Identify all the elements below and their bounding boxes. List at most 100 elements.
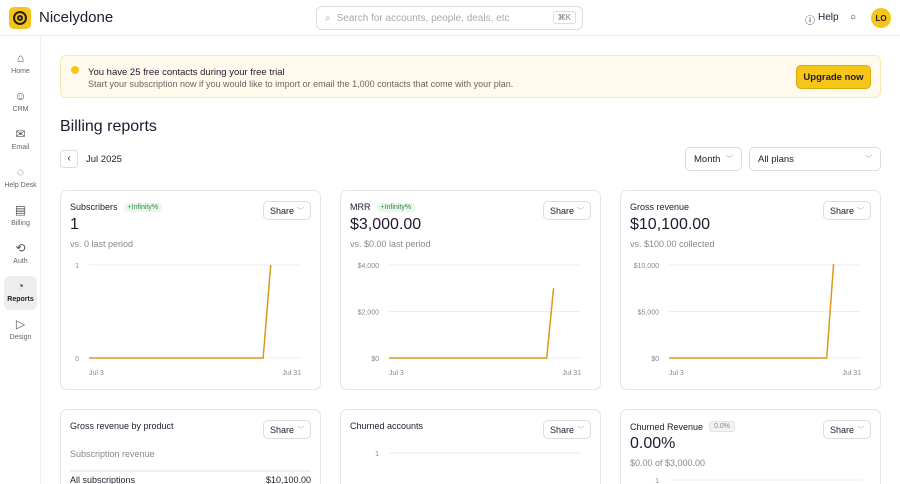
y-tick-label: 1 <box>655 478 659 484</box>
card-subtitle: vs. 0 last period <box>70 239 134 249</box>
y-tick-label: 0 <box>75 356 79 363</box>
report-card: Churned Revenue 0.0% Share ﹀ 0.00% $0.00 of … <box>620 409 881 484</box>
card-subtitle: $0.00 of $3,000.00 <box>630 458 706 468</box>
share-label: Share <box>829 424 855 435</box>
plans-select[interactable]: All plans ﹀ <box>749 147 881 171</box>
card-value: 0.00% <box>630 435 676 452</box>
search-placeholder: Search for accounts, people, deals, etc <box>336 12 510 24</box>
chevron-down-icon: ﹀ <box>857 207 865 215</box>
card-title: Gross revenue <box>630 202 690 212</box>
share-button[interactable]: Share ﹀ <box>823 420 871 439</box>
sidebar: ⌂ Home ☺ CRM ✉ Email ◌ Help Desk ▤ Billing ⟲ Auth ◔ R… <box>0 36 41 484</box>
sidebar-item-label: Help Desk <box>4 182 37 189</box>
card-title: Gross revenue by product <box>70 421 174 431</box>
y-tick-label: $4,000 <box>358 263 380 270</box>
x-tick-label: Jul 31 <box>282 370 301 377</box>
granularity-select[interactable]: Month ﹀ <box>685 147 742 171</box>
search-icon: ⌕ <box>325 12 331 24</box>
sidebar-item-label: Design <box>9 334 32 341</box>
share-label: Share <box>549 424 575 435</box>
card-title: MRR <box>350 202 371 212</box>
sidebar-item-label: Billing <box>11 220 30 227</box>
chart: $4,000 $2,000 $0 Jul 3 Jul 31 <box>358 263 582 377</box>
billing-icon: ▤ <box>14 203 27 217</box>
card-subtitle: Subscription revenue <box>70 449 155 459</box>
row-value: $10,100.00 <box>265 475 311 484</box>
report-card: Subscribers +Infinity% Share ﹀ 1 vs. 0 last … <box>60 190 321 390</box>
plans-value: All plans <box>758 153 794 165</box>
sidebar-item-billing[interactable]: ▤ Billing <box>4 200 37 234</box>
sidebar-item-label: CRM <box>12 106 29 113</box>
card-value: $3,000.00 <box>350 216 422 233</box>
card-title: Churned accounts <box>350 421 424 431</box>
chevron-down-icon: ﹀ <box>297 207 305 215</box>
auth-icon: ⟲ <box>15 241 26 255</box>
share-label: Share <box>829 205 855 216</box>
sidebar-item-help-desk[interactable]: ◌ Help Desk <box>4 162 37 196</box>
card-value: $10,100.00 <box>630 216 711 233</box>
sidebar-item-auth[interactable]: ⟲ Auth <box>4 238 37 272</box>
chevron-down-icon: ﹀ <box>577 426 585 434</box>
report-card: Gross revenue Share ﹀ $10,100.00 vs. $100.0… <box>620 190 881 390</box>
card-value: 1 <box>70 216 79 233</box>
divider <box>70 470 311 472</box>
share-button[interactable]: Share ﹀ <box>543 420 591 439</box>
x-tick-label: Jul 31 <box>842 370 861 377</box>
sidebar-item-label: Email <box>11 144 30 151</box>
sidebar-item-design[interactable]: ▷ Design <box>4 314 37 348</box>
series-line <box>669 264 835 359</box>
app-name: Nicelydone <box>39 9 114 26</box>
shortcut-badge: ⌘K <box>552 11 576 24</box>
share-label: Share <box>269 205 295 216</box>
sidebar-item-label: Auth <box>13 258 28 265</box>
home-icon: ⌂ <box>16 51 25 65</box>
report-card: Gross revenue by product Share ﹀ Subscript… <box>60 409 321 484</box>
search-input[interactable]: ⌕ Search for accounts, people, deals, etc… <box>316 6 583 30</box>
banner-title: You have 25 free contacts during your fr… <box>88 67 285 78</box>
x-tick-label: Jul 3 <box>389 370 404 377</box>
avatar[interactable]: LO <box>871 8 891 28</box>
chevron-down-icon: ﹀ <box>857 426 865 434</box>
sidebar-item-crm[interactable]: ☺ CRM <box>4 86 37 120</box>
help-button[interactable]: ⓘ Help <box>805 12 839 27</box>
help-icon: ⓘ <box>805 16 815 27</box>
trial-banner: You have 25 free contacts during your fr… <box>60 55 881 98</box>
sidebar-item-reports[interactable]: ◔ Reports <box>4 276 37 310</box>
chart: $10,000 $5,000 $0 Jul 3 Jul 31 <box>634 263 861 377</box>
chevron-down-icon: ﹀ <box>865 156 872 163</box>
chevron-down-icon: ﹀ <box>726 156 733 163</box>
upgrade-button[interactable]: Upgrade now <box>796 65 871 89</box>
sidebar-item-label: Reports <box>7 296 34 303</box>
y-tick-label: 1 <box>75 263 79 270</box>
y-tick-label: $10,000 <box>634 263 659 270</box>
user-circle-icon: ☺ <box>14 89 27 103</box>
card-title: Subscribers <box>70 202 118 212</box>
sidebar-item-home[interactable]: ⌂ Home <box>4 48 37 82</box>
logo-icon[interactable] <box>9 7 31 29</box>
chat-icon: ◌ <box>16 165 25 179</box>
share-button[interactable]: Share ﹀ <box>543 201 591 220</box>
y-tick-label: 1 <box>375 451 379 458</box>
top-bar: Nicelydone ⌕ Search for accounts, people,… <box>0 0 900 36</box>
report-card: Churned accounts Share ﹀ 1 <box>340 409 601 484</box>
series-line <box>389 288 555 359</box>
row-label: All subscriptions <box>70 475 136 484</box>
card-subtitle: vs. $0.00 last period <box>350 239 431 249</box>
share-label: Share <box>549 205 575 216</box>
sidebar-item-label: Home <box>11 68 30 75</box>
page-title: Billing reports <box>60 118 157 135</box>
share-button[interactable]: Share ﹀ <box>823 201 871 220</box>
x-tick-label: Jul 3 <box>669 370 684 377</box>
y-tick-label: $5,000 <box>638 310 660 317</box>
y-tick-label: $2,000 <box>358 310 380 317</box>
chat-icon[interactable]: ○ <box>850 12 857 23</box>
sidebar-item-email[interactable]: ✉ Email <box>4 124 37 158</box>
chart: 1 <box>655 478 861 484</box>
cursor-icon: ▷ <box>15 317 26 331</box>
series-line <box>89 264 272 359</box>
share-button[interactable]: Share ﹀ <box>263 201 311 220</box>
share-button[interactable]: Share ﹀ <box>263 420 311 439</box>
y-tick-label: $0 <box>371 356 379 363</box>
previous-period-button[interactable]: ‹ <box>60 150 78 168</box>
info-icon <box>71 66 79 74</box>
